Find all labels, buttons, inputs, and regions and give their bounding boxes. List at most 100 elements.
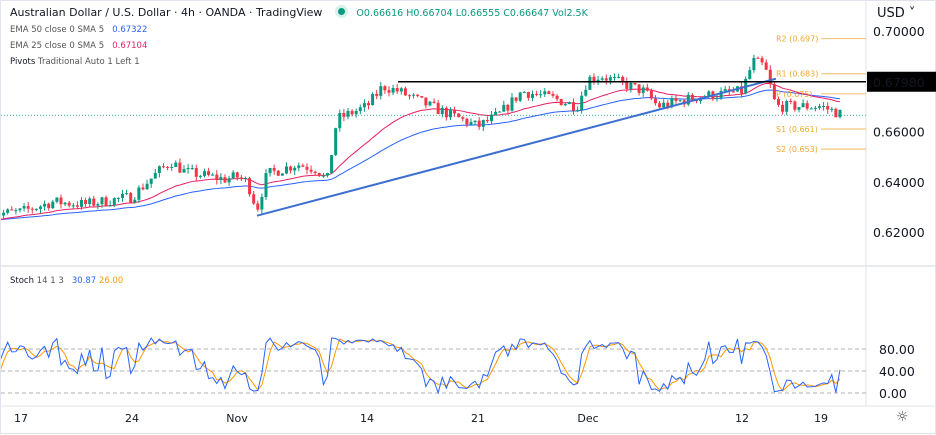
settings-gear-icon[interactable]: ☼	[896, 409, 909, 425]
candle-body	[182, 169, 186, 173]
candle-body	[760, 58, 764, 63]
candle-body	[133, 199, 137, 203]
candle-body	[485, 120, 489, 122]
candle-body	[358, 107, 362, 111]
candle-body	[71, 205, 75, 207]
candle-body	[781, 104, 785, 112]
pivots-legend[interactable]: Pivots Traditional Auto 1 Left 1	[10, 57, 140, 67]
candle-body	[137, 187, 141, 200]
candle-body	[293, 167, 297, 171]
candle-body	[391, 87, 395, 93]
candle-body	[371, 93, 375, 106]
ema25-legend[interactable]: EMA 25 close 0 SMA 5 0.67104	[10, 41, 148, 51]
candle-body	[2, 212, 6, 216]
candle-body	[457, 113, 461, 118]
candle-body	[379, 86, 383, 96]
candle-body	[219, 177, 223, 181]
candle-body	[6, 209, 10, 213]
candle-body	[440, 107, 444, 114]
candle-body	[100, 197, 104, 205]
time-axis-label: 17	[14, 412, 28, 425]
pivot-label: P (0.675)	[776, 90, 813, 99]
candle-body	[793, 101, 797, 110]
candle-body	[43, 203, 47, 207]
candle-body	[608, 77, 612, 81]
ohlc-high: H0.66704	[406, 8, 453, 19]
candle-body	[465, 118, 469, 125]
ohlc-open: O0.66616	[356, 8, 404, 19]
candle-body	[276, 170, 280, 176]
candle-body	[317, 173, 321, 176]
candle-body	[305, 166, 309, 170]
candle-body	[178, 162, 182, 173]
volume: Vol2.5K	[552, 8, 588, 19]
candle-body	[243, 178, 247, 180]
candle-body	[186, 168, 190, 170]
price-axis-label: 0.66000	[873, 125, 925, 140]
symbol-legend: Australian Dollar / U.S. Dollar · 4h · O…	[10, 6, 588, 19]
candle-body	[424, 97, 428, 106]
candle-body	[416, 94, 420, 97]
ohlc-low: L0.66555	[455, 8, 501, 19]
candle-body	[621, 76, 625, 82]
candle-body	[592, 76, 596, 82]
stoch-axis-label: 0.00	[879, 386, 907, 401]
candle-body	[145, 183, 149, 190]
candle-body	[494, 111, 498, 115]
currency-selector[interactable]: USD ˅	[877, 6, 916, 21]
candle-body	[252, 194, 256, 204]
candle-body	[420, 96, 424, 98]
candle-body	[330, 155, 334, 174]
pivot-label: R1 (0.683)	[776, 70, 818, 79]
candle-body	[600, 78, 604, 80]
candle-body	[174, 162, 178, 167]
candle-body	[412, 94, 416, 96]
candle-body	[498, 111, 502, 113]
candle-body	[633, 83, 637, 85]
candle-body	[612, 77, 616, 79]
candle-body	[407, 95, 411, 97]
candle-body	[170, 166, 174, 168]
candle-body	[161, 166, 165, 168]
candle-body	[473, 120, 477, 123]
candle-body	[522, 92, 526, 94]
candle-body	[325, 173, 329, 176]
candle-body	[748, 70, 752, 79]
candle-body	[772, 84, 776, 100]
candle-body	[584, 89, 588, 96]
candle-body	[96, 204, 100, 206]
price-axis-label: 0.62000	[873, 225, 925, 240]
candle-body	[809, 108, 813, 110]
candle-body	[231, 172, 235, 179]
candle-body	[108, 205, 112, 207]
stoch-k-line	[1, 337, 841, 395]
symbol-title[interactable]: Australian Dollar / U.S. Dollar · 4h · O…	[10, 6, 323, 19]
candle-body	[834, 108, 838, 118]
candle-body	[830, 108, 834, 110]
time-axis-label: 19	[814, 412, 828, 425]
candle-body	[535, 94, 539, 96]
candle-body	[227, 178, 231, 183]
candle-body	[563, 104, 567, 106]
ohlc-close: C0.66647	[503, 8, 550, 19]
candle-body	[190, 168, 194, 170]
candle-body	[444, 107, 448, 118]
stoch-legend[interactable]: Stoch 14 1 3 30.87 26.00	[10, 276, 124, 286]
candle-body	[120, 193, 124, 198]
candle-body	[641, 87, 645, 93]
ema50-legend[interactable]: EMA 50 close 0 SMA 5 0.67322	[10, 25, 148, 35]
candle-body	[387, 90, 391, 93]
candle-body	[448, 109, 452, 118]
price-highlight-label: 0.67980	[873, 75, 925, 90]
candle-body	[268, 167, 272, 174]
candle-body	[34, 208, 38, 210]
candle-body	[559, 99, 563, 106]
candle-body	[469, 122, 473, 125]
candle-body	[22, 206, 26, 209]
candle-body	[202, 171, 206, 176]
candle-body	[280, 173, 284, 176]
candle-body	[215, 174, 219, 181]
candle-body	[375, 93, 379, 96]
candle-body	[198, 175, 202, 177]
